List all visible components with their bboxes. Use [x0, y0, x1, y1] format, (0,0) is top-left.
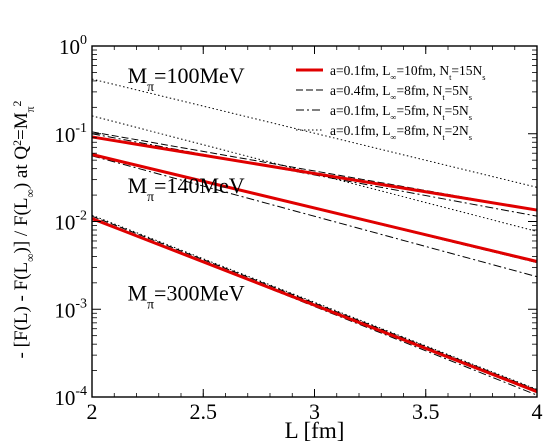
annotation-mpi-0: Mπ=100MeV	[128, 63, 245, 94]
x-tick-label: 3	[309, 399, 320, 424]
series-group	[91, 78, 538, 396]
series-line-mpi-140mev-dotted	[91, 115, 538, 232]
series-line-mpi-300mev-solid	[91, 217, 538, 394]
y-axis: 100 10-1 10-2 10-3 10-4 - [F(L) - F(L∞)] / F(…	[11, 33, 537, 410]
legend-label-3: a=0.1fm, L∞=8fm, Nt=2Ns	[330, 123, 472, 142]
legend-label-0: a=0.1fm, L∞=10fm, Nt=15Ns	[330, 63, 486, 82]
x-tick-label: 4	[532, 399, 543, 424]
series-line-mpi-100mev-dotted	[91, 78, 538, 188]
x-axis: 2 2.5 3 3.5 4 L [fm]	[87, 46, 543, 442]
annotation-mpi-2: Mπ=300MeV	[128, 281, 245, 312]
y-tick-label: 100	[59, 33, 87, 59]
x-axis-label: L [fm]	[285, 418, 345, 442]
y-tick-label: 10-1	[54, 121, 87, 147]
x-tick-label: 2.5	[190, 399, 218, 424]
legend-label-2: a=0.1fm, L∞=5fm, Nt=5Ns	[330, 103, 472, 122]
x-tick-label: 3.5	[412, 399, 440, 424]
annotations: Mπ=100MeV Mπ=140MeV Mπ=300MeV	[128, 63, 245, 311]
legend-label-1: a=0.4fm, L∞=8fm, Nt=5Ns	[330, 83, 472, 102]
series-line-mpi-140mev-dashdot	[91, 155, 538, 278]
series-line-mpi-140mev-solid	[91, 153, 538, 263]
y-tick-label: 10-3	[54, 296, 87, 322]
y-axis-label: - [F(L) - F(L∞)] / F(L∞) at Q2=Mπ2	[11, 100, 37, 358]
annotation-mpi-1: Mπ=140MeV	[128, 173, 245, 204]
y-tick-label: 10-4	[54, 384, 87, 410]
y-tick-label: 10-2	[54, 209, 87, 235]
x-tick-label: 2	[87, 399, 98, 424]
series-line-mpi-100mev-solid	[91, 135, 538, 212]
